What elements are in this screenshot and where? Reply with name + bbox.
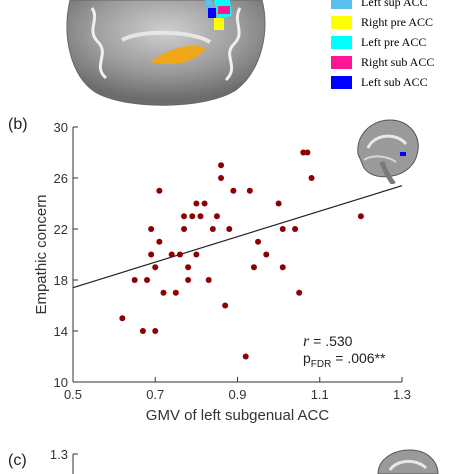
chart-c-y-tick: 1.3: [50, 447, 68, 462]
data-point: [218, 162, 225, 169]
data-point: [193, 200, 200, 207]
data-point: [308, 175, 315, 181]
data-point: [144, 277, 151, 283]
data-point: [304, 149, 311, 156]
data-point: [218, 175, 225, 181]
p-value: = .006**: [335, 350, 386, 366]
data-point: [292, 226, 299, 232]
data-point: [189, 213, 196, 220]
data-point: [168, 251, 175, 258]
data-point: [152, 264, 159, 271]
y-tick-label: 30: [54, 120, 68, 135]
data-point: [176, 251, 183, 258]
chart-c-partial-axis: 1.3: [50, 447, 78, 474]
x-tick-label: 0.9: [228, 387, 246, 402]
legend-label: Left pre ACC: [361, 35, 427, 49]
data-point: [242, 353, 249, 360]
panel-c-label: (c): [8, 452, 27, 469]
p-symbol: p: [303, 350, 311, 366]
data-point: [300, 149, 307, 156]
x-tick-label: 1.3: [393, 387, 411, 402]
legend-label: Right sub ACC: [361, 55, 435, 69]
data-point: [201, 200, 208, 207]
data-point: [185, 264, 192, 271]
data-point: [246, 187, 253, 194]
x-tick-label: 1.1: [311, 387, 329, 402]
data-point: [250, 264, 257, 271]
regression-line: [72, 185, 403, 289]
data-point: [119, 315, 126, 322]
data-point: [131, 277, 138, 283]
legend-swatch: [331, 56, 352, 69]
data-point: [148, 251, 155, 258]
r-statistic: r = .530: [303, 333, 352, 351]
data-point: [279, 264, 286, 271]
data-point: [296, 289, 303, 296]
data-point: [209, 226, 216, 232]
legend-swatch: [331, 36, 352, 49]
data-point: [213, 213, 220, 220]
data-point: [160, 289, 167, 296]
y-axis-label: Empathic concern: [33, 194, 50, 314]
data-point: [156, 238, 163, 245]
y-tick-label: 22: [54, 222, 68, 237]
legend-label: Right pre ACC: [361, 15, 434, 29]
data-point: [279, 226, 286, 232]
data-point: [181, 213, 188, 220]
data-point: [357, 213, 364, 220]
data-point: [197, 213, 204, 220]
data-point: [226, 226, 233, 232]
r-symbol: r: [303, 333, 310, 350]
p-subscript: FDR: [310, 358, 332, 370]
legend-swatch: [331, 0, 352, 9]
data-point: [275, 200, 282, 207]
data-point: [255, 238, 262, 245]
brain-sagittal-image-c: [377, 449, 439, 474]
y-tick-label: 18: [54, 273, 68, 288]
scatter-chart: 0.5 0.7 0.9 1.1 1.3 10 14 18 22 26 30 GMV of left s…: [33, 120, 411, 424]
legend-label: Left sup ACC: [361, 0, 428, 9]
data-point: [263, 251, 270, 258]
data-point: [222, 302, 229, 309]
data-point: [193, 251, 200, 258]
panel-b-label: (b): [8, 116, 28, 133]
data-point: [172, 289, 179, 296]
legend-swatch: [331, 16, 352, 29]
y-tick-label: 26: [54, 171, 68, 186]
brain-sagittal-image: [357, 119, 419, 184]
data-point: [156, 187, 163, 194]
p-statistic: pFDR = .006**: [303, 350, 385, 370]
x-tick-label: 0.7: [146, 387, 164, 402]
data-point: [230, 187, 237, 194]
data-point: [139, 328, 146, 334]
brain-slice-image: [66, 0, 266, 106]
x-tick-label: 0.5: [64, 387, 82, 402]
x-axis-label: GMV of left subgenual ACC: [146, 407, 330, 424]
r-value: = .530: [313, 333, 353, 349]
data-point: [148, 226, 155, 232]
legend-swatch: [331, 76, 352, 89]
data-point: [205, 277, 212, 283]
y-tick-label: 14: [54, 324, 68, 339]
legend-label: Left sub ACC: [361, 75, 428, 89]
y-tick-label: 10: [54, 375, 68, 390]
data-point: [181, 226, 188, 232]
data-point: [152, 328, 159, 334]
data-point: [185, 277, 192, 283]
